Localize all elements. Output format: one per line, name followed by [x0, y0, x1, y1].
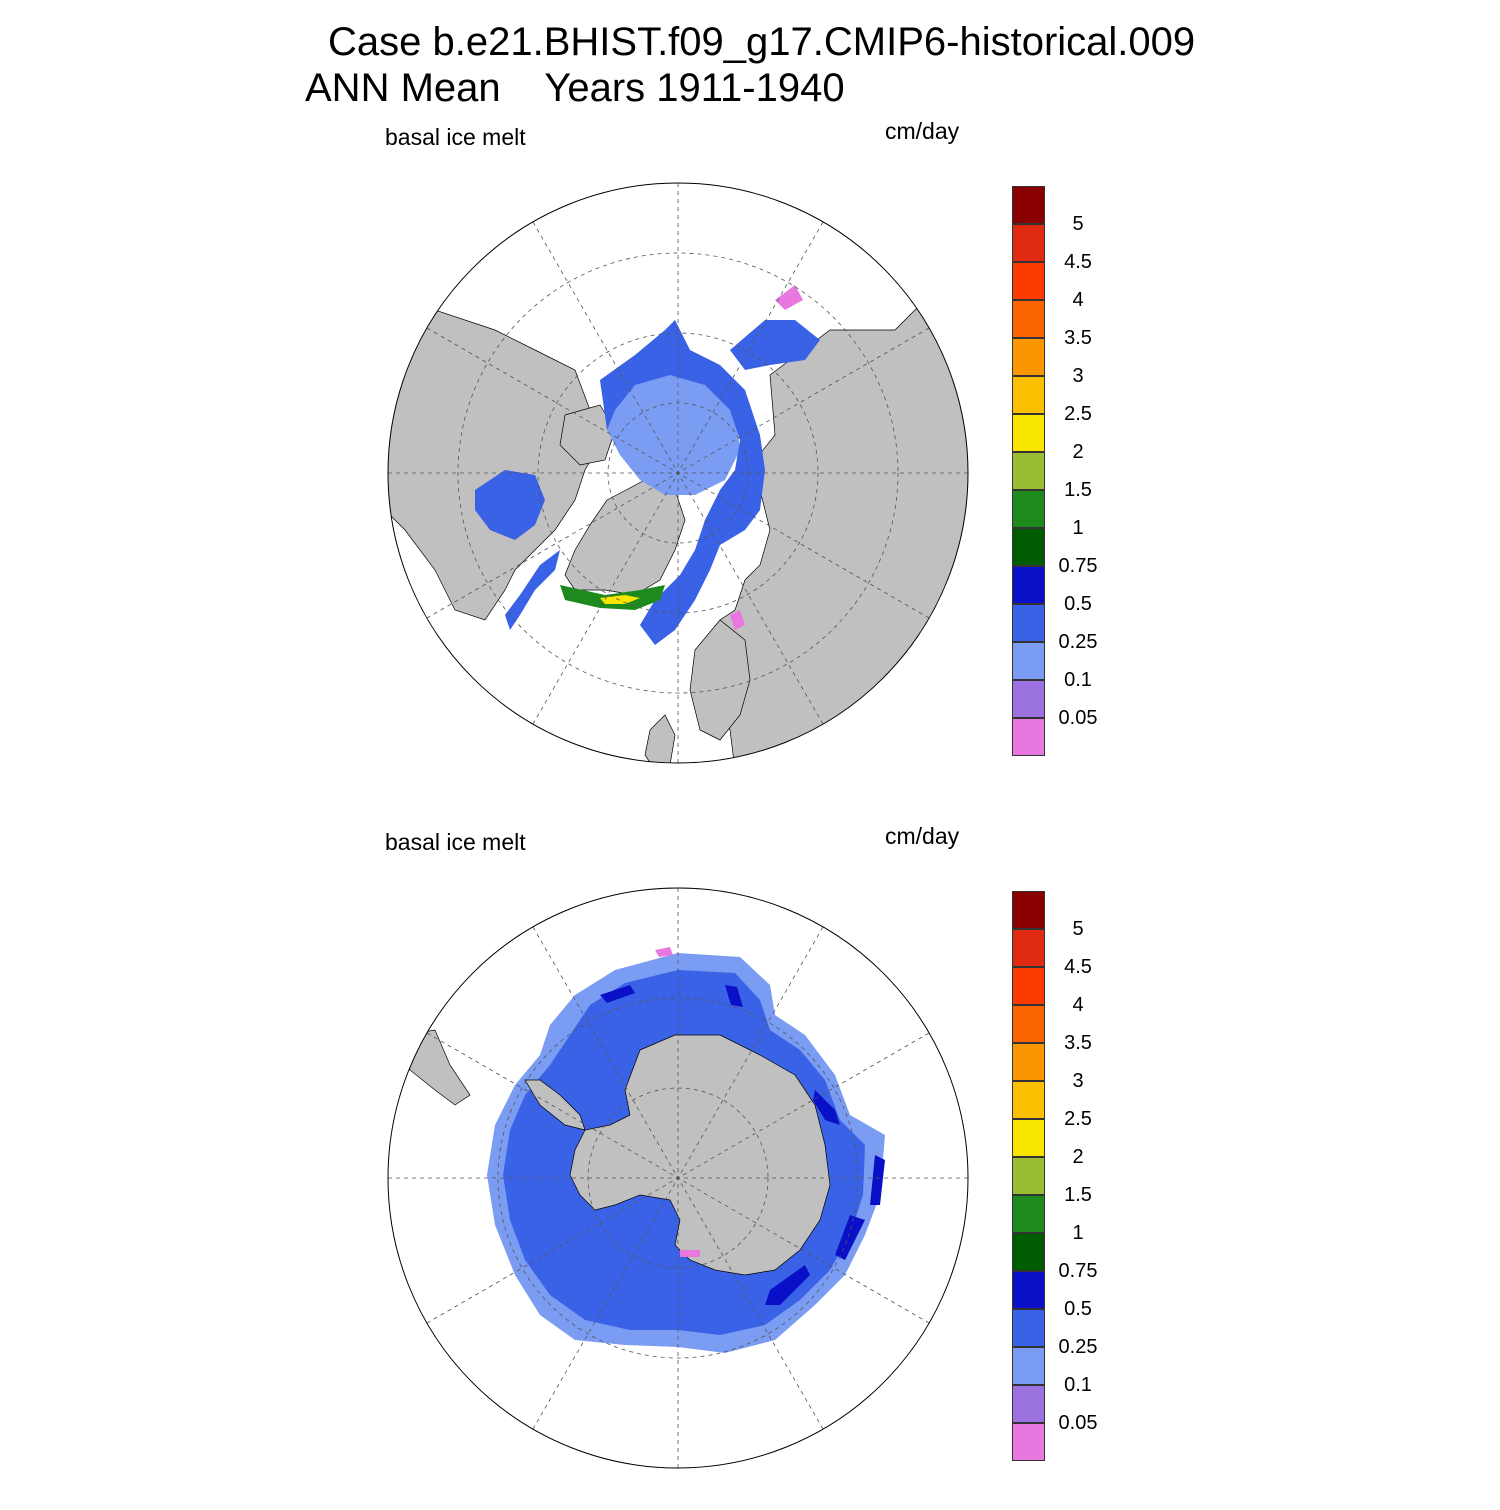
plot-title-period: ANN Mean Years 1911-1940: [305, 66, 845, 110]
colorbar-tick-label: 4: [1072, 289, 1084, 311]
colorbar-tick-label: 0.75: [1058, 555, 1098, 577]
melt-pink-edge: [775, 285, 803, 310]
colorbar-tick-label: 2: [1072, 1146, 1084, 1168]
colorbar-swatch: [1012, 1233, 1045, 1271]
colorbar-swatch: [1012, 1119, 1045, 1157]
colorbar-swatch: [1012, 642, 1045, 680]
melt-pink-edge-s2: [680, 1250, 700, 1257]
colorbar-tick-label: 1.5: [1064, 1184, 1092, 1206]
colorbar: 5 4.5 4 3.5 3 2.5 2 1.5 1 0.75 0.5 0.25 0.1 0.05: [1012, 891, 1142, 1463]
colorbar-tick-label: 1: [1072, 1222, 1084, 1244]
land-canadian-islands: [559, 404, 616, 466]
colorbar-tick-label: 5: [1072, 918, 1084, 940]
melt-dark-patch-3: [813, 1090, 840, 1125]
colorbar-swatch: [1012, 1081, 1045, 1119]
variable-label: basal ice melt: [385, 124, 526, 150]
colorbar-swatch: [1012, 1423, 1045, 1461]
land-antarctic-peninsula: [524, 1079, 586, 1131]
colorbar-tick-label: 3: [1072, 365, 1084, 387]
colorbar-swatch: [1012, 262, 1045, 300]
antarctic-panel: basal ice melt cm/day: [0, 805, 1500, 1510]
melt-dark-patch-6: [765, 1265, 810, 1305]
colorbar-tick-label: 4.5: [1064, 956, 1092, 978]
colorbar-swatch: [1012, 929, 1045, 967]
colorbar-swatch: [1012, 224, 1045, 262]
land-south-america: [404, 1029, 471, 1106]
land-north-america: [388, 309, 606, 621]
melt-dark-patch-1: [600, 985, 635, 1003]
colorbar-tick-label: 3: [1072, 1070, 1084, 1092]
colorbar-tick-label: 4.5: [1064, 251, 1092, 273]
colorbar-tick-label: 0.25: [1058, 1336, 1098, 1358]
colorbar-swatch: [1012, 891, 1045, 929]
colorbar-swatch: [1012, 967, 1045, 1005]
melt-arctic-basin-light: [607, 370, 740, 495]
graticule: [388, 183, 968, 763]
colorbar-swatch: [1012, 490, 1045, 528]
colorbar-tick-label: 5: [1072, 213, 1084, 235]
variable-label: basal ice melt: [385, 829, 526, 855]
melt-labrador-strip: [505, 550, 560, 630]
colorbar-swatch: [1012, 338, 1045, 376]
melt-pink-edge-s1: [655, 947, 673, 957]
colorbar-swatch: [1012, 604, 1045, 642]
colorbar-tick-label: 0.25: [1058, 631, 1098, 653]
colorbar-tick-label: 0.1: [1064, 1374, 1092, 1396]
colorbar-swatch: [1012, 566, 1045, 604]
colorbar: 5 4.5 4 3.5 3 2.5 2 1.5 1 0.75 0.5 0.25 0.1 0.05: [1012, 186, 1142, 758]
colorbar-tick-label: 2: [1072, 441, 1084, 463]
arctic-polar-map: [387, 182, 969, 764]
colorbar-swatch: [1012, 414, 1045, 452]
colorbar-tick-label: 3.5: [1064, 327, 1092, 349]
colorbar-tick-label: 4: [1072, 994, 1084, 1016]
colorbar-swatch: [1012, 1157, 1045, 1195]
melt-dark-patch-5: [835, 1215, 865, 1260]
colorbar-swatch: [1012, 1385, 1045, 1423]
colorbar-swatch: [1012, 1195, 1045, 1233]
colorbar-tick-label: 0.75: [1058, 1260, 1098, 1282]
colorbar-tick-label: 0.05: [1058, 707, 1098, 729]
arctic-panel: basal ice melt cm/day: [0, 100, 1500, 805]
colorbar-swatch: [1012, 1005, 1045, 1043]
colorbar-swatch: [1012, 452, 1045, 490]
colorbar-swatch: [1012, 1347, 1045, 1385]
colorbar-swatch: [1012, 186, 1045, 224]
colorbar-tick-label: 1.5: [1064, 479, 1092, 501]
colorbar-swatch: [1012, 1309, 1045, 1347]
colorbar-tick-label: 0.05: [1058, 1412, 1098, 1434]
antarctic-polar-map: [387, 887, 969, 1469]
colorbar-swatch: [1012, 718, 1045, 756]
plot-title-case: Case b.e21.BHIST.f09_g17.CMIP6-historica…: [328, 20, 1196, 64]
colorbar-tick-label: 0.5: [1064, 593, 1092, 615]
melt-dark-patch-2: [725, 985, 743, 1007]
units-label: cm/day: [885, 823, 960, 849]
colorbar-tick-label: 3.5: [1064, 1032, 1092, 1054]
colorbar-swatch: [1012, 680, 1045, 718]
colorbar-swatch: [1012, 300, 1045, 338]
colorbar-tick-label: 2.5: [1064, 1108, 1092, 1130]
melt-pink-edge-2: [730, 610, 745, 630]
colorbar-swatch: [1012, 376, 1045, 414]
melt-arctic-basin-mid: [600, 320, 765, 645]
land-scandinavia: [689, 619, 751, 741]
colorbar-tick-label: 0.5: [1064, 1298, 1092, 1320]
melt-barents: [730, 320, 820, 370]
colorbar-tick-label: 2.5: [1064, 403, 1092, 425]
melt-yellow-patch: [600, 595, 640, 604]
colorbar-swatch: [1012, 1043, 1045, 1081]
units-label: cm/day: [885, 118, 960, 144]
melt-dark-patch-4: [870, 1155, 885, 1205]
colorbar-tick-label: 1: [1072, 517, 1084, 539]
colorbar-tick-label: 0.1: [1064, 669, 1092, 691]
colorbar-swatch: [1012, 528, 1045, 566]
graticule: [388, 888, 968, 1468]
land-uk: [644, 714, 676, 763]
melt-hudson-bay: [475, 470, 545, 540]
colorbar-swatch: [1012, 1271, 1045, 1309]
